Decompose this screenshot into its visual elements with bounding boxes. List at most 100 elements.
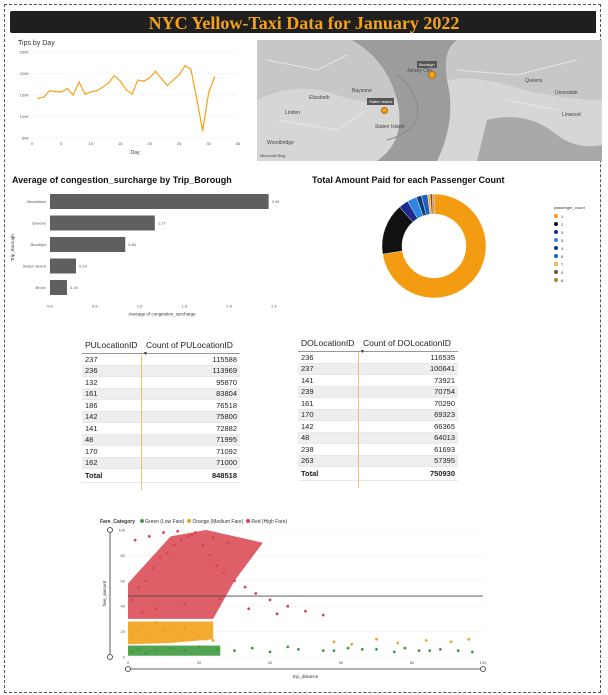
table-row[interactable]: 236 116535 [298, 351, 458, 364]
surcharge-bar-chart[interactable]: Manhattan 2.44 Queens 1.17 Brooklyn 0.84 State… [6, 186, 288, 326]
legend-item[interactable]: 5 [554, 236, 585, 244]
surcharge-bar [50, 258, 76, 274]
table-row[interactable]: 170 71092 [82, 445, 240, 458]
scatter-point [162, 531, 165, 534]
table-row[interactable]: 237 115588 [82, 353, 240, 366]
map-bubble-staten-island[interactable] [381, 107, 388, 114]
table-row[interactable]: 161 83804 [82, 388, 240, 400]
table-row[interactable]: 161 70290 [298, 397, 458, 410]
scatter-point [190, 630, 194, 633]
tips-point [202, 130, 204, 132]
scatter-point [130, 650, 133, 654]
table-row[interactable]: 48 64013 [298, 432, 458, 444]
orange-density-band [128, 621, 214, 645]
surcharge-data-label: 0.29 [79, 264, 88, 269]
legend-swatch [554, 262, 558, 266]
count-cell: 71995 [142, 434, 240, 446]
fare-scatter-chart[interactable]: 0 20 40 60 80 100 0 20 40 60 80 100 trip_distance far… [95, 524, 495, 686]
legend-item[interactable]: 6 [554, 252, 585, 260]
table-total-row: Total 848518 [82, 468, 240, 483]
map-bubble-brooklyn[interactable] [428, 71, 436, 79]
sort-desc-icon[interactable]: ▼ [142, 351, 148, 357]
x-zoom-handle-left [125, 666, 131, 672]
location-id-cell: 170 [82, 445, 143, 458]
do-col-count-header[interactable]: Count of DOLocationID ▼ [359, 334, 458, 355]
scatter-point [467, 637, 471, 641]
scatter-x-tick: 60 [339, 660, 344, 665]
location-id-cell: 142 [298, 420, 360, 433]
scatter-point [424, 639, 428, 642]
scatter-point [321, 649, 325, 653]
table-row[interactable]: 142 66365 [298, 420, 458, 433]
table-row[interactable]: 236 113969 [82, 365, 240, 377]
surcharge-x-tick: 1.0 [137, 304, 143, 309]
map-tag-staten-island[interactable]: Staten Island [367, 98, 395, 105]
map-visual[interactable]: Jersey City Staten Island Bayonne Elizab… [257, 40, 602, 161]
table-row[interactable]: 170 69323 [298, 409, 458, 421]
location-id-cell: 48 [298, 432, 360, 444]
surcharge-bar [50, 215, 155, 231]
y-zoom-handle-top [107, 527, 113, 533]
surcharge-category-label: Bronx [36, 285, 46, 290]
scatter-point [439, 647, 442, 651]
sort-desc-icon[interactable]: ▼ [359, 349, 365, 355]
table-row[interactable]: 142 75800 [82, 411, 240, 423]
tips-point [143, 80, 145, 82]
table-row[interactable]: 162 71000 [82, 457, 240, 469]
table-row[interactable]: 141 73921 [298, 374, 458, 387]
fare-legend-label: Orange (Medium Fare) [192, 519, 244, 525]
passenger-donut-chart[interactable] [370, 190, 498, 302]
tips-point [49, 90, 51, 92]
scatter-point [233, 579, 236, 583]
fare-legend-item[interactable]: Green (Low Fare) [140, 519, 184, 525]
legend-item[interactable]: 8 [554, 276, 585, 284]
fare-legend-item[interactable]: Red (High Fare) [246, 519, 287, 525]
fare-legend-item[interactable]: Orange (Medium Fare) [187, 519, 243, 525]
pu-col-count-header[interactable]: Count of PULocationID ▼ [142, 336, 240, 357]
legend-item[interactable]: 3 [554, 228, 585, 236]
location-id-cell: 237 [82, 353, 143, 366]
table-row[interactable]: 237 100641 [298, 363, 458, 375]
location-id-cell: 162 [82, 457, 143, 469]
table-row[interactable]: 48 71995 [82, 434, 240, 446]
map-background [257, 40, 602, 161]
pu-col-id-header[interactable]: PULocationID [82, 336, 143, 354]
do-location-table[interactable]: DOLocationID Count of DOLocationID ▼ 236 1… [298, 334, 458, 481]
scatter-point [211, 639, 215, 642]
scatter-point [133, 538, 137, 542]
pu-location-table[interactable]: PULocationID Count of PULocationID ▼ 237 1… [82, 336, 240, 483]
scatter-point [243, 585, 247, 589]
tips-point [155, 70, 157, 72]
table-row[interactable]: 263 57395 [298, 455, 458, 467]
legend-item[interactable]: 7 [554, 260, 585, 268]
surcharge-category-label: Staten Island [23, 264, 46, 269]
table-row[interactable]: 141 72882 [82, 422, 240, 435]
table-row[interactable]: 238 61693 [298, 443, 458, 456]
fare-legend-label: Red (High Fare) [251, 519, 288, 525]
table-row[interactable]: 186 76518 [82, 399, 240, 412]
scatter-point [130, 598, 133, 602]
tips-point [196, 98, 198, 100]
legend-item[interactable]: 1 [554, 212, 585, 220]
location-id-cell: 237 [298, 363, 360, 375]
tips-point [78, 81, 80, 83]
tips-point [131, 93, 133, 95]
tips-y-tick: 50K [22, 136, 29, 141]
do-col-id-header[interactable]: DOLocationID [298, 334, 360, 352]
table-row[interactable]: 239 70754 [298, 386, 458, 398]
scatter-point [392, 650, 396, 654]
legend-item[interactable]: 2 [554, 220, 585, 228]
scatter-point [254, 592, 258, 595]
map-tag-brooklyn[interactable]: Brooklyn [417, 61, 437, 68]
surcharge-data-label: 0.84 [128, 242, 137, 247]
legend-item[interactable]: 4 [554, 244, 585, 252]
table-row[interactable]: 132 95870 [82, 376, 240, 389]
surcharge-bar [50, 237, 126, 252]
legend-item[interactable]: 0 [554, 268, 585, 276]
legend-swatch [554, 278, 558, 282]
scatter-point [250, 646, 254, 650]
tips-point [149, 77, 151, 79]
tips-by-day-chart[interactable]: 50K 100K 150K 200K 250K 0 5 10 15 20 25 30 35 Day [10, 46, 245, 158]
tips-y-tick: 150K [20, 93, 30, 98]
tips-point [178, 74, 180, 76]
